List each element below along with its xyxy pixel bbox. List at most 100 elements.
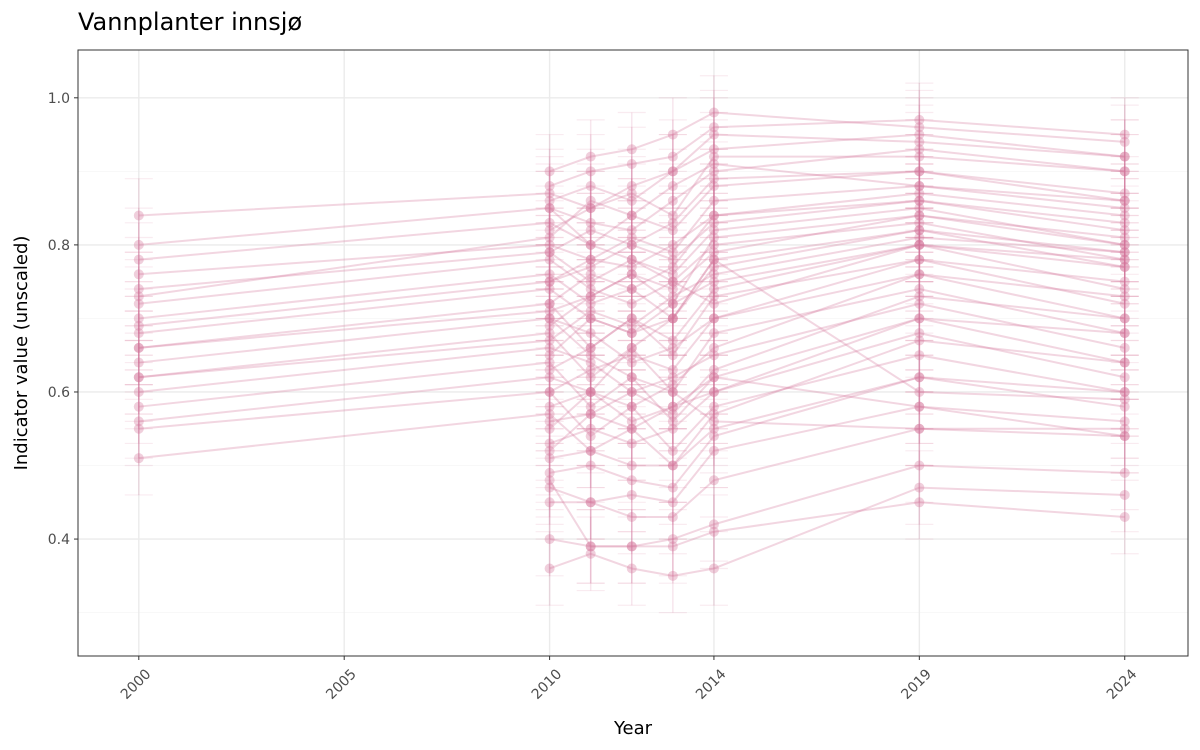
data-point <box>585 541 596 552</box>
data-point <box>626 144 637 155</box>
data-point <box>585 181 596 192</box>
data-point <box>626 541 637 552</box>
data-point <box>544 284 555 295</box>
data-point <box>914 217 925 228</box>
series-6 <box>124 192 1139 356</box>
data-point <box>626 269 637 280</box>
data-point <box>585 497 596 508</box>
data-point <box>585 386 596 397</box>
data-point <box>585 276 596 287</box>
data-point <box>914 239 925 250</box>
data-point <box>667 335 678 346</box>
data-point <box>544 475 555 486</box>
series-line <box>549 405 1125 504</box>
data-point <box>626 460 637 471</box>
data-point <box>133 210 144 221</box>
data-point <box>667 284 678 295</box>
data-point <box>1119 284 1130 295</box>
data-point <box>626 328 637 339</box>
data-point <box>544 203 555 214</box>
series-line <box>138 214 1125 349</box>
series-4 <box>124 170 1139 327</box>
data-point <box>585 497 596 508</box>
series-16 <box>124 163 1139 364</box>
data-point <box>544 225 555 236</box>
data-point <box>708 328 719 339</box>
series-line <box>549 258 1125 393</box>
series-line <box>549 185 1125 283</box>
data-point <box>1119 423 1130 434</box>
data-point <box>585 239 596 250</box>
data-point <box>708 261 719 272</box>
series-line <box>549 273 1125 408</box>
data-point <box>1119 416 1130 427</box>
data-point <box>1119 166 1130 177</box>
series-42 <box>535 339 1139 489</box>
data-point <box>544 188 555 199</box>
data-point <box>133 320 144 331</box>
data-point <box>914 225 925 236</box>
data-point <box>585 431 596 442</box>
data-point <box>1119 210 1130 221</box>
data-point <box>544 416 555 427</box>
data-point <box>708 445 719 456</box>
data-point <box>708 232 719 243</box>
y-tick-label: 0.4 <box>48 532 70 548</box>
series-line <box>138 287 1125 394</box>
series-31 <box>535 236 1139 445</box>
data-point <box>914 225 925 236</box>
series-line <box>549 118 1125 187</box>
data-point <box>133 423 144 434</box>
data-point <box>626 416 637 427</box>
data-point <box>667 342 678 353</box>
data-point <box>626 232 637 243</box>
data-point <box>1119 313 1130 324</box>
data-point <box>585 342 596 353</box>
data-point <box>667 210 678 221</box>
data-point <box>708 526 719 537</box>
data-point <box>1119 166 1130 177</box>
data-point <box>133 328 144 339</box>
data-point <box>914 298 925 309</box>
data-point <box>914 423 925 434</box>
data-point <box>544 247 555 258</box>
data-point <box>626 475 637 486</box>
data-point <box>544 217 555 228</box>
data-point <box>626 342 637 353</box>
data-point <box>585 328 596 339</box>
data-point <box>1119 188 1130 199</box>
data-point <box>626 512 637 523</box>
data-point <box>585 401 596 412</box>
data-point <box>1119 239 1130 250</box>
series-7 <box>124 207 1139 371</box>
data-point <box>1119 136 1130 147</box>
series-line <box>548 207 1125 305</box>
data-point <box>1119 247 1130 258</box>
data-point <box>585 261 596 272</box>
data-point <box>1119 225 1130 236</box>
data-point <box>585 284 596 295</box>
data-point <box>667 276 678 287</box>
series-line <box>549 243 1125 371</box>
data-point <box>544 195 555 206</box>
data-point <box>914 291 925 302</box>
data-point <box>708 313 719 324</box>
series-line <box>549 486 1125 577</box>
series-line <box>549 199 1125 305</box>
series-line <box>548 229 1125 356</box>
data-point <box>133 291 144 302</box>
data-point <box>133 254 144 265</box>
data-point <box>667 166 678 177</box>
data-point <box>585 460 596 471</box>
data-point <box>667 379 678 390</box>
series-line <box>549 501 1125 548</box>
data-point <box>133 372 144 383</box>
x-tick-label: 2010 <box>529 666 566 703</box>
data-point <box>1119 394 1130 405</box>
data-point <box>708 129 719 140</box>
data-point <box>585 548 596 559</box>
data-point <box>1119 254 1130 265</box>
data-point <box>708 350 719 361</box>
data-point <box>1119 151 1130 162</box>
data-point <box>544 166 555 177</box>
